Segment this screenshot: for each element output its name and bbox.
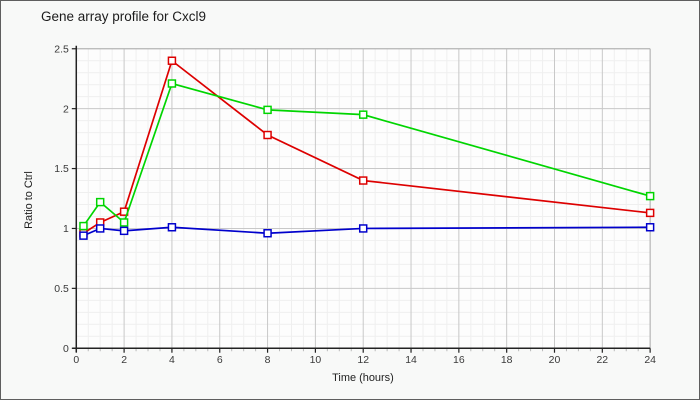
- x-tick-label: 20: [549, 355, 561, 366]
- x-tick-label: 6: [217, 355, 223, 366]
- y-tick-label: 2.5: [54, 44, 69, 55]
- series-red-marker: [167, 56, 177, 65]
- series-blue-marker: [119, 226, 129, 236]
- x-tick-label: 12: [357, 355, 369, 366]
- x-tick-label: 0: [73, 355, 79, 366]
- y-tick-label: 0: [63, 344, 69, 355]
- series-blue-marker: [167, 223, 177, 232]
- x-tick-label: 4: [169, 355, 175, 366]
- x-axis-title: Time (hours): [332, 372, 394, 384]
- series-red-marker: [645, 208, 655, 218]
- y-axis-title: Ratio to Ctrl: [23, 171, 35, 229]
- series-green-marker: [119, 218, 129, 227]
- y-tick-label: 0.5: [54, 284, 69, 295]
- chart-title: Gene array profile for Cxcl9: [41, 9, 207, 24]
- x-tick-label: 10: [310, 355, 322, 366]
- series-blue-marker: [79, 231, 88, 240]
- x-tick-label: 24: [644, 355, 656, 366]
- series-blue-marker: [358, 224, 368, 233]
- series-green-marker: [263, 105, 272, 115]
- x-tick-label: 22: [596, 355, 608, 366]
- x-tick-label: 18: [501, 355, 513, 366]
- series-blue-marker: [645, 223, 655, 232]
- x-tick-label: 14: [405, 355, 417, 366]
- series-green-marker: [79, 221, 88, 231]
- series-green-marker: [358, 110, 368, 119]
- series-blue-marker: [263, 229, 272, 238]
- y-tick-label: 1: [63, 224, 69, 235]
- series-green-marker: [645, 191, 655, 201]
- series-red-marker: [358, 176, 368, 185]
- series-red-marker: [263, 130, 272, 140]
- y-tick-label: 1.5: [54, 164, 69, 175]
- x-tick-label: 2: [121, 355, 127, 366]
- y-tick-label: 2: [63, 104, 69, 115]
- series-blue-marker: [95, 224, 105, 233]
- x-tick-label: 16: [453, 355, 465, 366]
- x-tick-label: 8: [265, 355, 271, 366]
- series-green-marker: [95, 197, 105, 207]
- series-green-marker: [167, 79, 177, 88]
